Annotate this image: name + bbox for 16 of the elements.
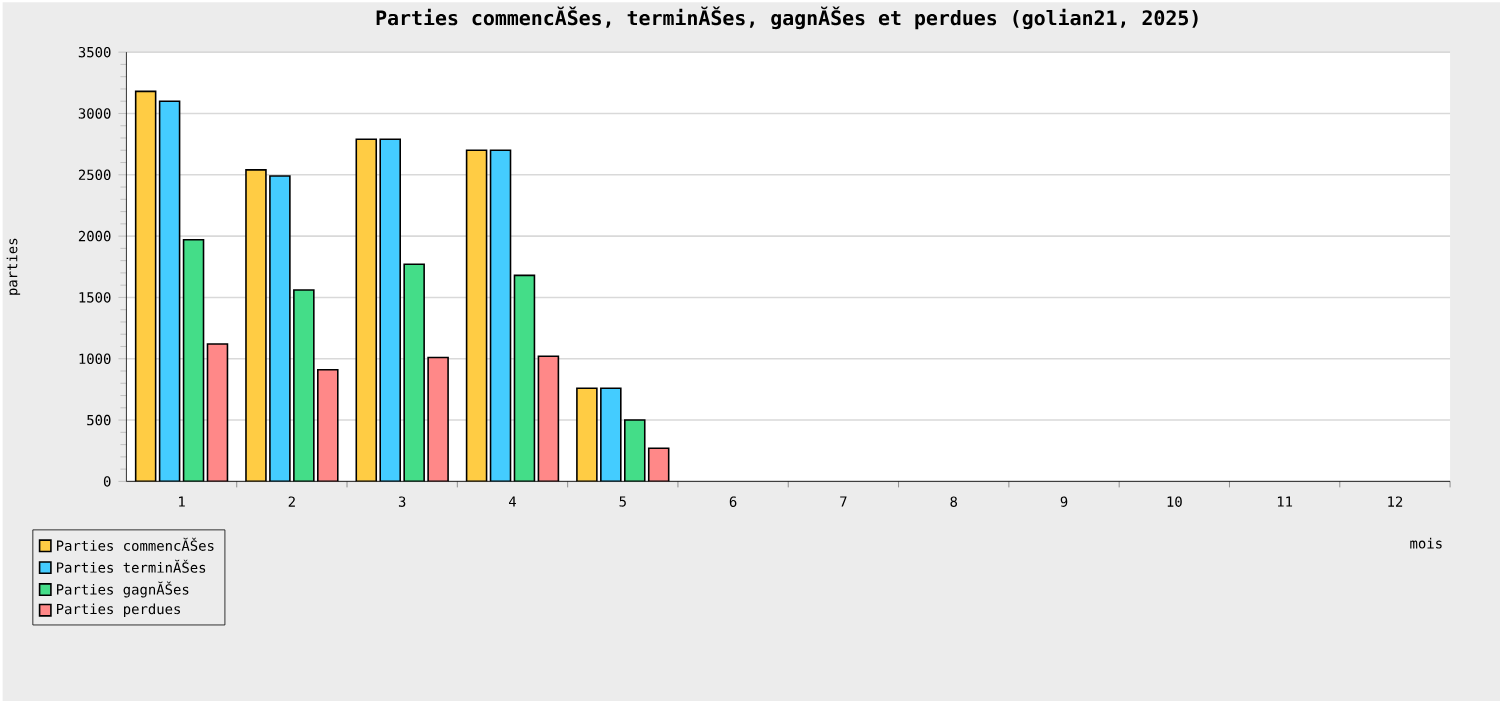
chart-title: Parties commencĂŠes, terminĂŠes, gagnĂŠes et perdues (golian21, 2025) [376, 7, 1198, 30]
bar [134, 91, 157, 482]
bar [489, 149, 512, 482]
bar [537, 356, 560, 482]
bar [379, 138, 401, 482]
bar [293, 289, 315, 482]
bar [269, 175, 291, 482]
bar [403, 264, 425, 482]
bar [465, 149, 488, 482]
bar [427, 357, 449, 482]
bar [206, 343, 229, 482]
bar [158, 100, 181, 482]
bar [245, 169, 267, 482]
bar [355, 138, 378, 482]
bar [182, 239, 205, 482]
bar [513, 275, 536, 482]
